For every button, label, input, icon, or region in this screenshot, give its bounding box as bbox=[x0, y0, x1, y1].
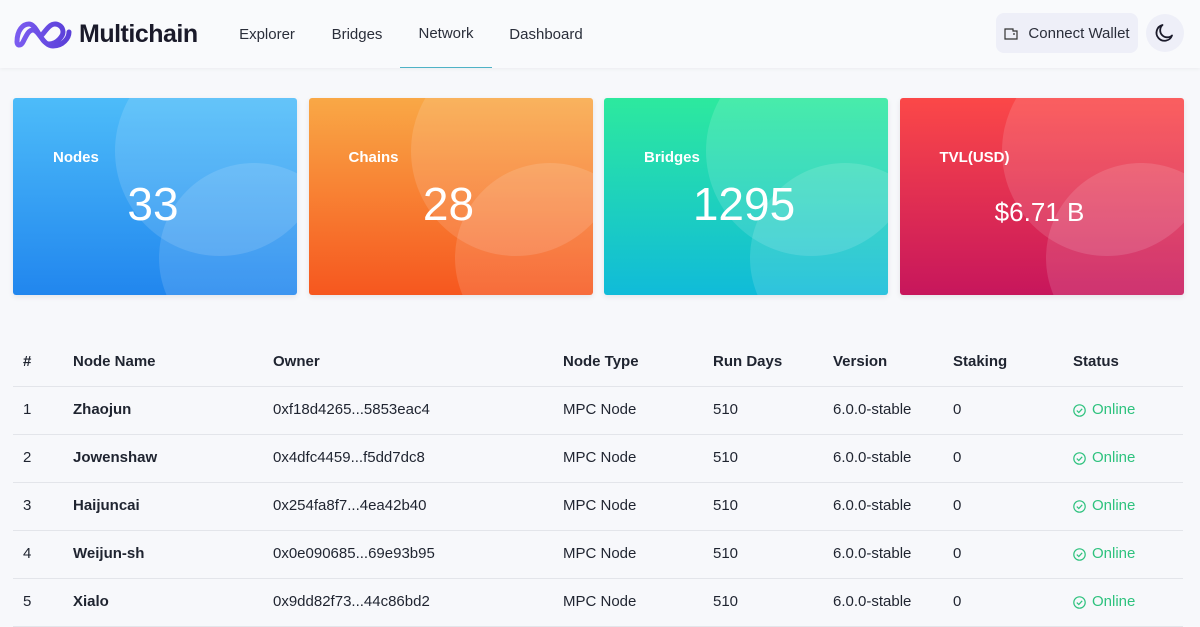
row-divider bbox=[13, 530, 1183, 531]
column-header: Status bbox=[1073, 353, 1119, 370]
column-header: # bbox=[23, 353, 32, 370]
table-cell: MPC Node bbox=[563, 401, 637, 418]
table-cell: MPC Node bbox=[563, 497, 637, 514]
row-divider bbox=[13, 482, 1183, 483]
check-icon bbox=[1073, 451, 1086, 465]
nav-link[interactable]: Network bbox=[400, 0, 492, 68]
status: Online bbox=[1092, 593, 1136, 610]
table-cell: 510 bbox=[713, 497, 739, 514]
table-cell: 0 bbox=[953, 545, 962, 562]
status: Online bbox=[1092, 401, 1136, 418]
brand-name: Multichain bbox=[79, 19, 198, 48]
theme-toggle[interactable] bbox=[1146, 14, 1184, 52]
table-cell: 510 bbox=[713, 593, 739, 610]
table-cell: 6.0.0-stable bbox=[833, 545, 912, 562]
table-cell: 0x0e090685...69e93b95 bbox=[273, 545, 435, 562]
table-cell: Xialo bbox=[73, 593, 109, 610]
stat-value: 1295 bbox=[692, 178, 796, 230]
table-cell: 510 bbox=[713, 401, 739, 418]
table-cell: 4 bbox=[23, 545, 32, 562]
brand[interactable]: Multichain bbox=[13, 14, 198, 54]
status-cell: Online bbox=[1073, 400, 1135, 420]
table-cell: MPC Node bbox=[563, 545, 637, 562]
stat-card: Chains 28 bbox=[308, 98, 593, 295]
status: Online bbox=[1092, 449, 1136, 466]
table-cell: 0 bbox=[953, 497, 962, 514]
row-divider bbox=[13, 434, 1183, 435]
status: Online bbox=[1092, 497, 1136, 514]
status-cell: Online bbox=[1073, 592, 1135, 612]
table-cell: 0x254fa8f7...4ea42b40 bbox=[273, 497, 427, 514]
nav-link[interactable]: Bridges bbox=[331, 25, 383, 43]
table-cell: 6.0.0-stable bbox=[833, 401, 912, 418]
stat-card: TVL(USD) $6.71 B bbox=[899, 98, 1184, 295]
column-header: Owner bbox=[273, 353, 320, 370]
stat-card: Bridges 1295 bbox=[604, 98, 888, 295]
table-cell: MPC Node bbox=[563, 449, 637, 466]
check-icon bbox=[1073, 595, 1086, 609]
table-cell: 0x9dd82f73...44c86bd2 bbox=[273, 593, 430, 610]
logo bbox=[14, 21, 72, 49]
status-cell: Online bbox=[1073, 496, 1135, 516]
status-cell: Online bbox=[1073, 448, 1135, 468]
table-cell: Jowenshaw bbox=[73, 449, 158, 466]
table-cell: MPC Node bbox=[563, 593, 637, 610]
stat-value: $6.71 B bbox=[994, 197, 1085, 227]
nav-link[interactable]: Explorer bbox=[239, 25, 295, 43]
stat-value: 28 bbox=[422, 178, 475, 230]
column-header: Node Type bbox=[563, 353, 639, 370]
header: Multichain Explorer Bridges Network Dash… bbox=[0, 0, 1200, 68]
row-divider bbox=[13, 386, 1183, 387]
table-cell: 6.0.0-stable bbox=[833, 449, 912, 466]
table-cell: 0x4dfc4459...f5dd7dc8 bbox=[273, 449, 425, 466]
nav-link[interactable]: Dashboard bbox=[509, 25, 583, 43]
button-label: Connect Wallet bbox=[1028, 24, 1130, 42]
table-cell: 0 bbox=[953, 449, 962, 466]
stat-label: Nodes bbox=[53, 149, 99, 166]
table-cell: 6.0.0-stable bbox=[833, 497, 912, 514]
status: Online bbox=[1092, 545, 1136, 562]
table-cell: 3 bbox=[23, 497, 32, 514]
column-header: Run Days bbox=[713, 353, 783, 370]
stat-value: 33 bbox=[127, 178, 179, 230]
check-icon bbox=[1073, 499, 1086, 513]
table-cell: 5 bbox=[23, 593, 32, 610]
column-header: Version bbox=[833, 353, 888, 370]
stat-label: Chains bbox=[348, 149, 399, 166]
check-icon bbox=[1073, 547, 1086, 561]
stat-label: TVL(USD) bbox=[939, 149, 1010, 166]
table-cell: 1 bbox=[23, 401, 32, 418]
table-cell: 510 bbox=[713, 449, 739, 466]
table-cell: 0 bbox=[953, 401, 962, 418]
status-cell: Online bbox=[1073, 544, 1135, 564]
column-header: Staking bbox=[953, 353, 1008, 370]
stat-label: Bridges bbox=[644, 149, 700, 166]
table-cell: Zhaojun bbox=[73, 401, 132, 418]
connect-wallet-button[interactable]: Connect Wallet bbox=[996, 13, 1138, 53]
column-header: Node Name bbox=[73, 353, 156, 370]
table-cell: 510 bbox=[713, 545, 739, 562]
table-cell: 6.0.0-stable bbox=[833, 593, 912, 610]
table-cell: 0 bbox=[953, 593, 962, 610]
wallet-icon bbox=[1004, 27, 1019, 40]
table-cell: Haijuncai bbox=[73, 497, 140, 514]
check-icon bbox=[1073, 403, 1086, 417]
table-cell: Weijun-sh bbox=[73, 545, 145, 562]
stat-card: Nodes 33 bbox=[13, 98, 297, 295]
moon-icon bbox=[1155, 24, 1173, 42]
table-cell: 0xf18d4265...5853eac4 bbox=[273, 401, 430, 418]
row-divider bbox=[13, 578, 1183, 579]
table-cell: 2 bbox=[23, 449, 32, 466]
